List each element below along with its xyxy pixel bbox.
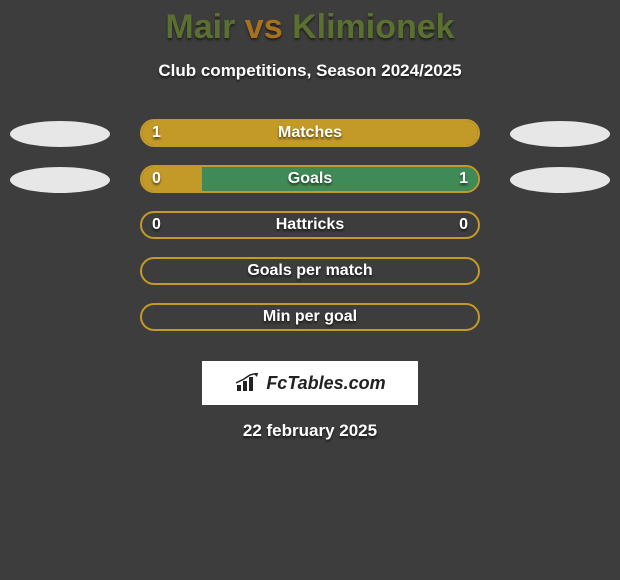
player2-photo-placeholder [510,121,610,147]
chart-icon [234,373,262,393]
stat-row: Min per goal [0,303,620,349]
stat-bar: Matches1 [140,119,480,147]
stat-row: Matches1 [0,119,620,165]
player1-photo-placeholder [10,167,110,193]
badge-inner: FcTables.com [234,373,385,394]
subtitle: Club competitions, Season 2024/2025 [0,61,620,81]
stat-row: Goals0 1 [0,165,620,211]
badge-text: FcTables.com [266,373,385,394]
stat-value-left: 1 [152,124,161,142]
stats-container: Matches1Goals01Hattricks00Goals per matc… [0,119,620,349]
stat-label: Goals per match [142,262,478,280]
stat-row: Goals per match [0,257,620,303]
player2-name: Klimionek [292,8,454,46]
stat-bar: Goals0 1 [140,165,480,193]
stat-value-right: 0 [459,216,468,234]
stat-value-left: 0 [152,170,161,188]
stat-bar: Min per goal [140,303,480,331]
stat-label: Matches [142,124,478,142]
stat-label: Goals [142,170,478,188]
comparison-title: Mair vs Klimionek [0,0,620,47]
stat-label: Hattricks [142,216,478,234]
stat-bar: Hattricks0 0 [140,211,480,239]
vs-separator: vs [245,8,283,46]
stat-label: Min per goal [142,308,478,326]
player1-name: Mair [165,8,235,46]
stat-value-left: 0 [152,216,161,234]
source-badge: FcTables.com [202,361,418,405]
player2-photo-placeholder [510,167,610,193]
player1-photo-placeholder [10,121,110,147]
stat-bar: Goals per match [140,257,480,285]
date-text: 22 february 2025 [0,421,620,441]
stat-row: Hattricks0 0 [0,211,620,257]
stat-value-right: 1 [459,170,468,188]
